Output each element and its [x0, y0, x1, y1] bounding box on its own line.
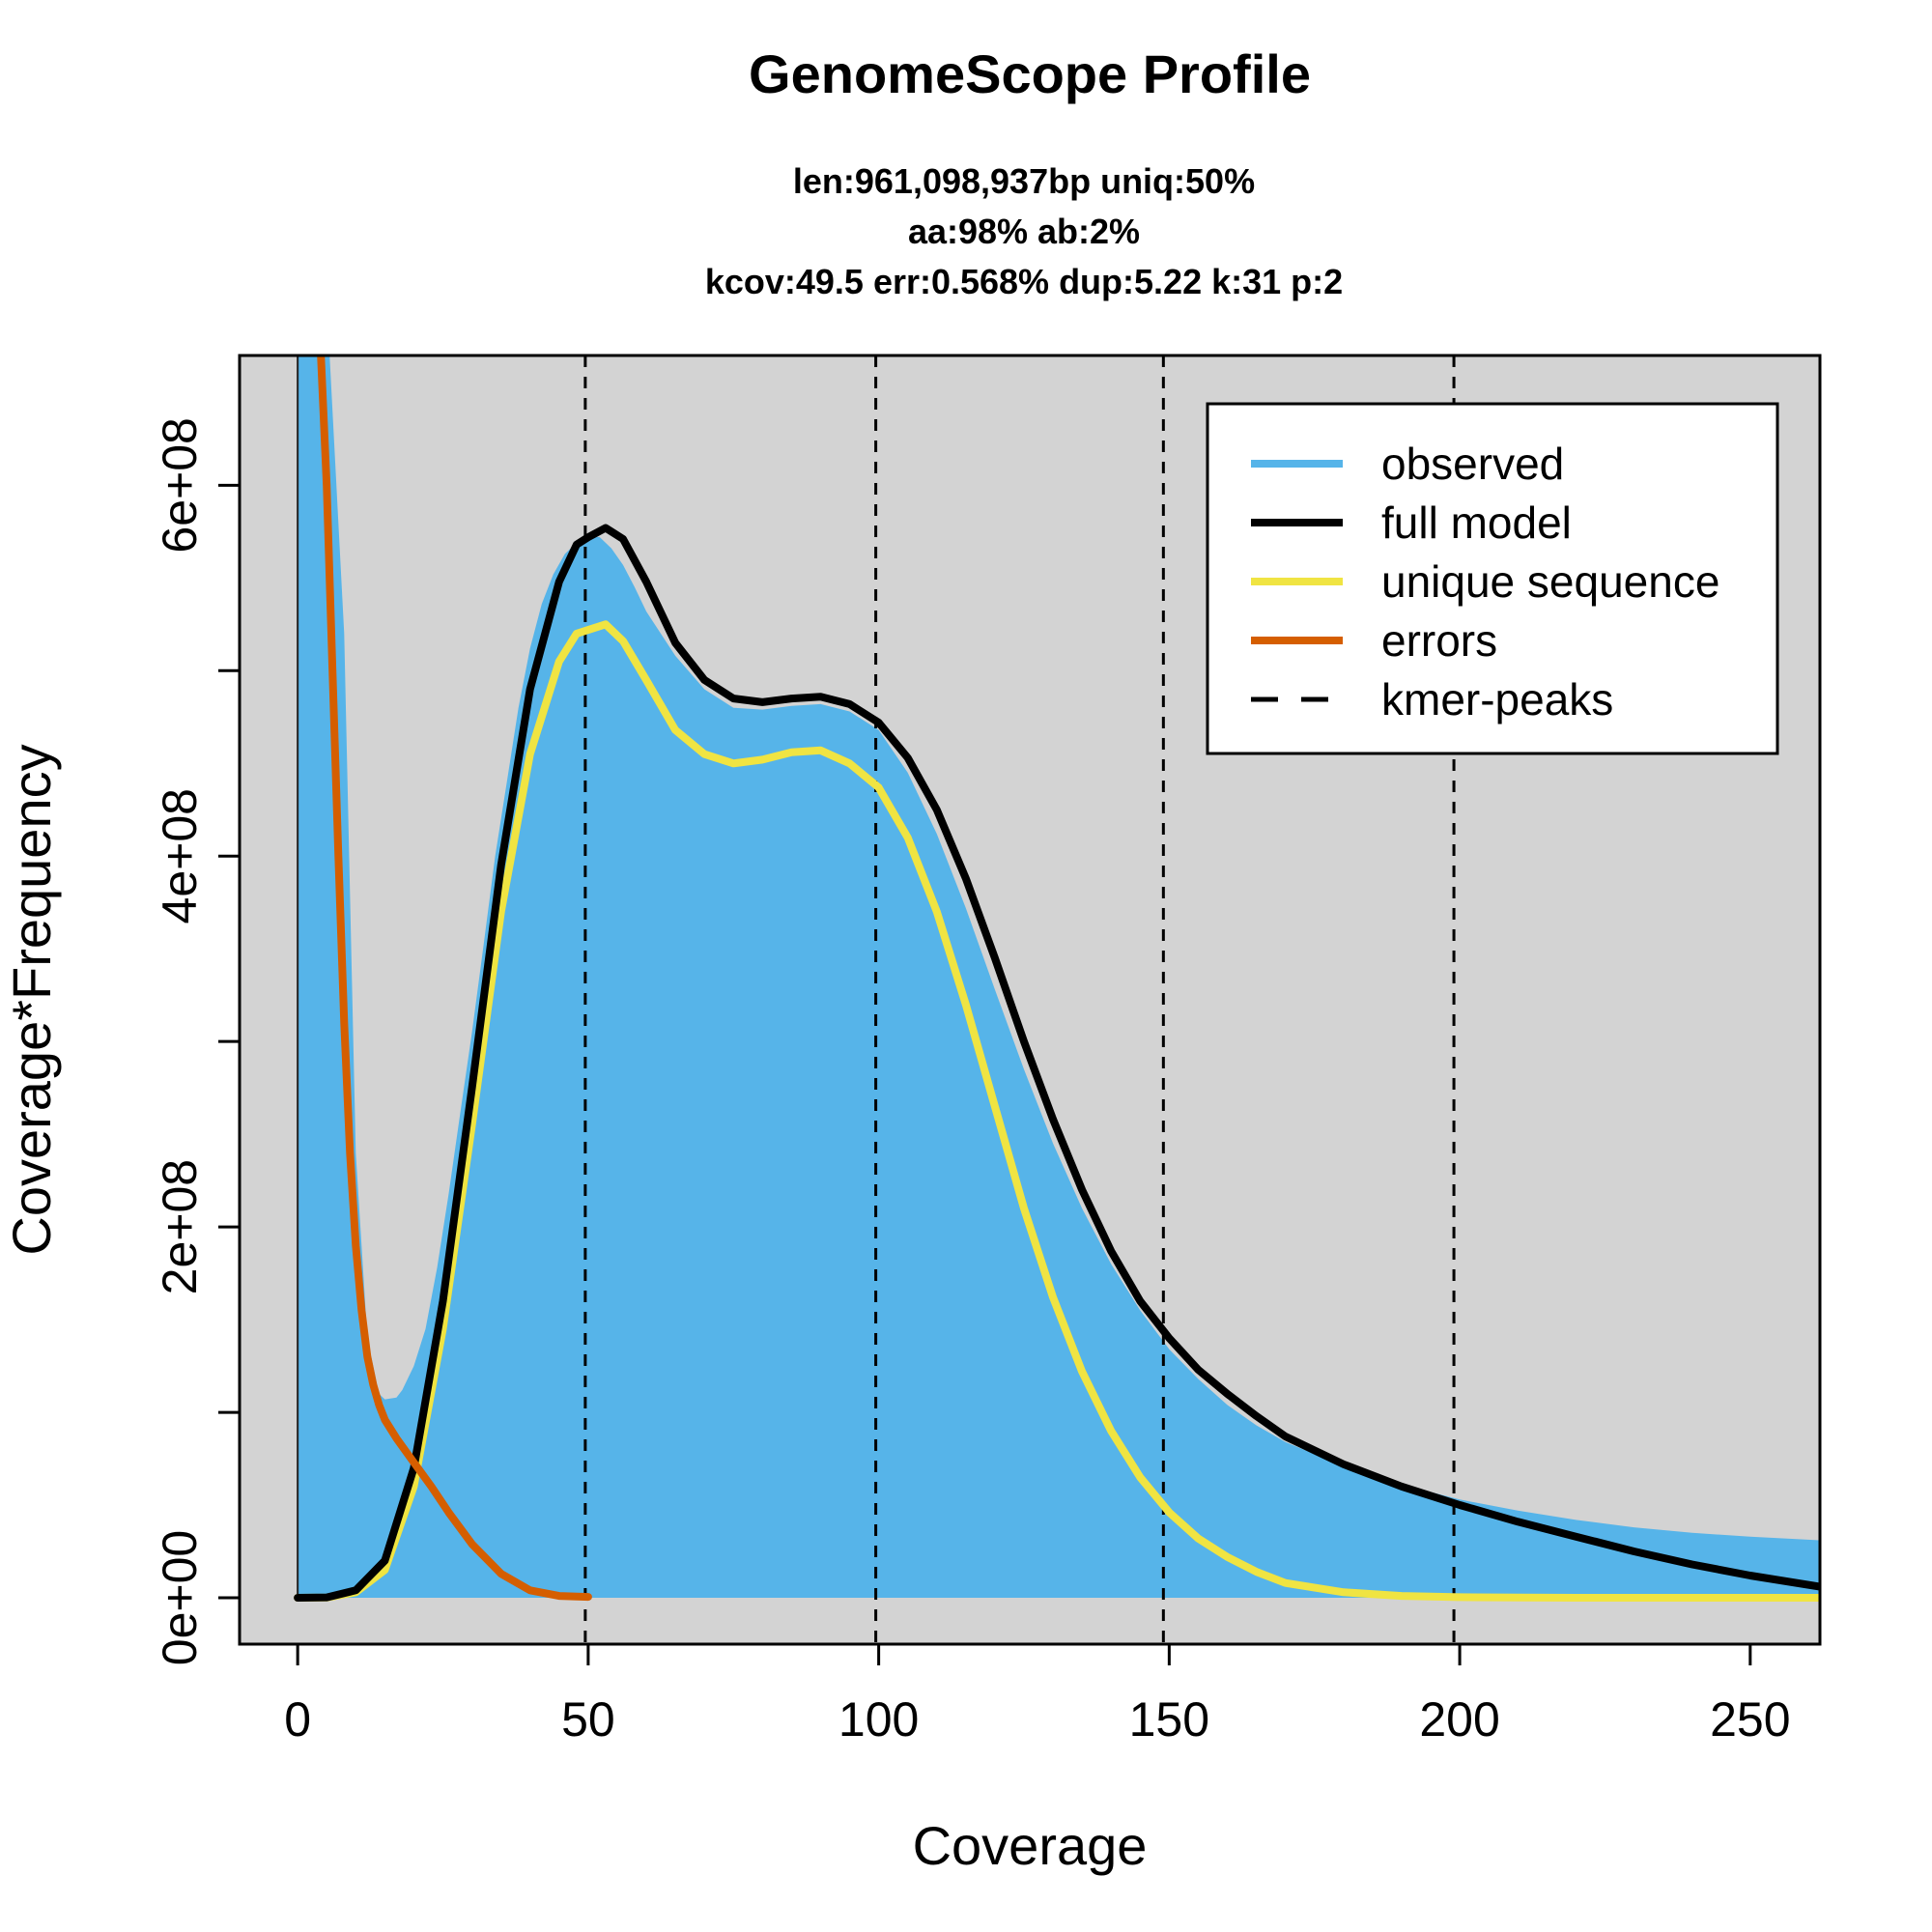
series-unique-sequence-line	[294, 620, 1820, 1602]
x-tick-label: 100	[838, 1692, 919, 1747]
y-tick-label: 4e+08	[153, 788, 207, 923]
legend: observed full model unique sequence errors k…	[1206, 402, 1779, 755]
x-tick-label: 50	[561, 1692, 615, 1747]
x-tick-label: 200	[1419, 1692, 1499, 1747]
legend-label: errors	[1381, 615, 1497, 666]
series-full-model-line	[294, 524, 1820, 1602]
plot-frame	[238, 354, 1822, 1646]
y-tick-label: 6e+08	[153, 417, 207, 553]
plot-area	[294, 355, 1820, 1644]
chart-subtitle-line-2: aa:98% ab:2%	[908, 212, 1140, 251]
chart-title: GenomeScope Profile	[749, 43, 1311, 104]
legend-label: unique sequence	[1381, 556, 1719, 607]
y-tick-label: 2e+08	[153, 1159, 207, 1294]
x-axis: 0 50 100 150 200 250	[284, 1644, 1791, 1747]
legend-label: kmer-peaks	[1381, 674, 1613, 724]
series-errors-line	[317, 355, 592, 1602]
chart-subtitle-line-1: len:961,098,937bp uniq:50%	[793, 161, 1255, 201]
x-tick-label: 0	[284, 1692, 311, 1747]
y-axis-label: Coverage*Frequency	[1, 744, 62, 1255]
x-tick-label: 250	[1710, 1692, 1790, 1747]
series-observed-area	[298, 355, 1820, 1598]
x-tick-label: 150	[1129, 1692, 1209, 1747]
y-axis: 0e+00 2e+08 4e+08 6e+08	[153, 417, 240, 1665]
legend-label: full model	[1381, 497, 1572, 548]
x-axis-label: Coverage	[913, 1815, 1148, 1876]
y-tick-label: 0e+00	[153, 1530, 207, 1665]
chart-subtitle-line-3: kcov:49.5 err:0.568% dup:5.22 k:31 p:2	[705, 262, 1343, 301]
legend-label: observed	[1381, 439, 1564, 489]
